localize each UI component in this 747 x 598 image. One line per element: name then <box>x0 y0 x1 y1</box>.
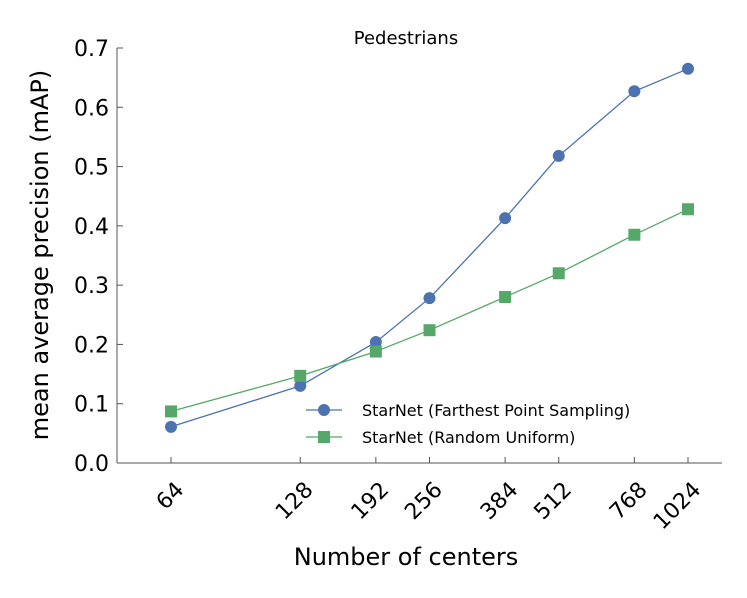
data-point <box>294 369 307 382</box>
y-tick-label: 0.2 <box>74 333 109 358</box>
x-tick-label: 1024 <box>649 478 706 535</box>
x-tick-label: 512 <box>530 478 577 525</box>
data-point <box>682 62 694 75</box>
legend-marker-fps <box>318 404 330 416</box>
y-tick-label: 0.4 <box>74 215 109 240</box>
y-tick-label: 0.0 <box>74 452 109 477</box>
legend-label-fps: StarNet (Farthest Point Sampling) <box>362 401 630 420</box>
data-point <box>369 336 382 349</box>
data-point <box>682 203 694 216</box>
data-point <box>423 324 436 337</box>
x-tick-label: 192 <box>347 478 394 525</box>
series-line-0 <box>170 68 689 428</box>
data-point <box>628 85 641 98</box>
x-axis-label: Number of centers <box>294 543 519 571</box>
y-tick-label: 0.1 <box>74 393 109 418</box>
data-point <box>499 212 512 225</box>
x-tick-label: 256 <box>400 478 447 525</box>
x-tick-label: 64 <box>152 478 189 515</box>
y-ticks: 0.0 0.1 0.2 0.3 0.4 0.5 0.6 0.7 <box>74 37 123 477</box>
x-tick-label: 128 <box>271 478 318 525</box>
data-point <box>165 405 177 418</box>
data-point <box>552 149 565 162</box>
y-tick-label: 0.6 <box>74 96 109 121</box>
y-tick-label: 0.3 <box>74 274 109 299</box>
data-point <box>369 345 382 358</box>
legend-marker-random <box>318 431 330 443</box>
data-point <box>165 420 177 433</box>
series-layer <box>165 62 694 433</box>
data-point <box>294 379 307 392</box>
y-tick-label: 0.5 <box>74 156 109 181</box>
legend-label-random: StarNet (Random Uniform) <box>362 428 575 447</box>
x-tick-label: 384 <box>476 478 523 525</box>
data-point <box>423 292 436 305</box>
legend: StarNet (Farthest Point Sampling) StarNe… <box>306 401 630 447</box>
data-point <box>628 228 641 241</box>
data-point <box>499 291 512 303</box>
data-point <box>552 267 565 280</box>
axes <box>116 48 722 464</box>
y-tick-label: 0.7 <box>74 37 109 62</box>
series-line-1 <box>170 208 689 413</box>
x-tick-label: 768 <box>605 478 652 525</box>
chart-title: Pedestrians <box>354 28 458 49</box>
y-axis-label: mean average precision (mAP) <box>26 70 54 440</box>
